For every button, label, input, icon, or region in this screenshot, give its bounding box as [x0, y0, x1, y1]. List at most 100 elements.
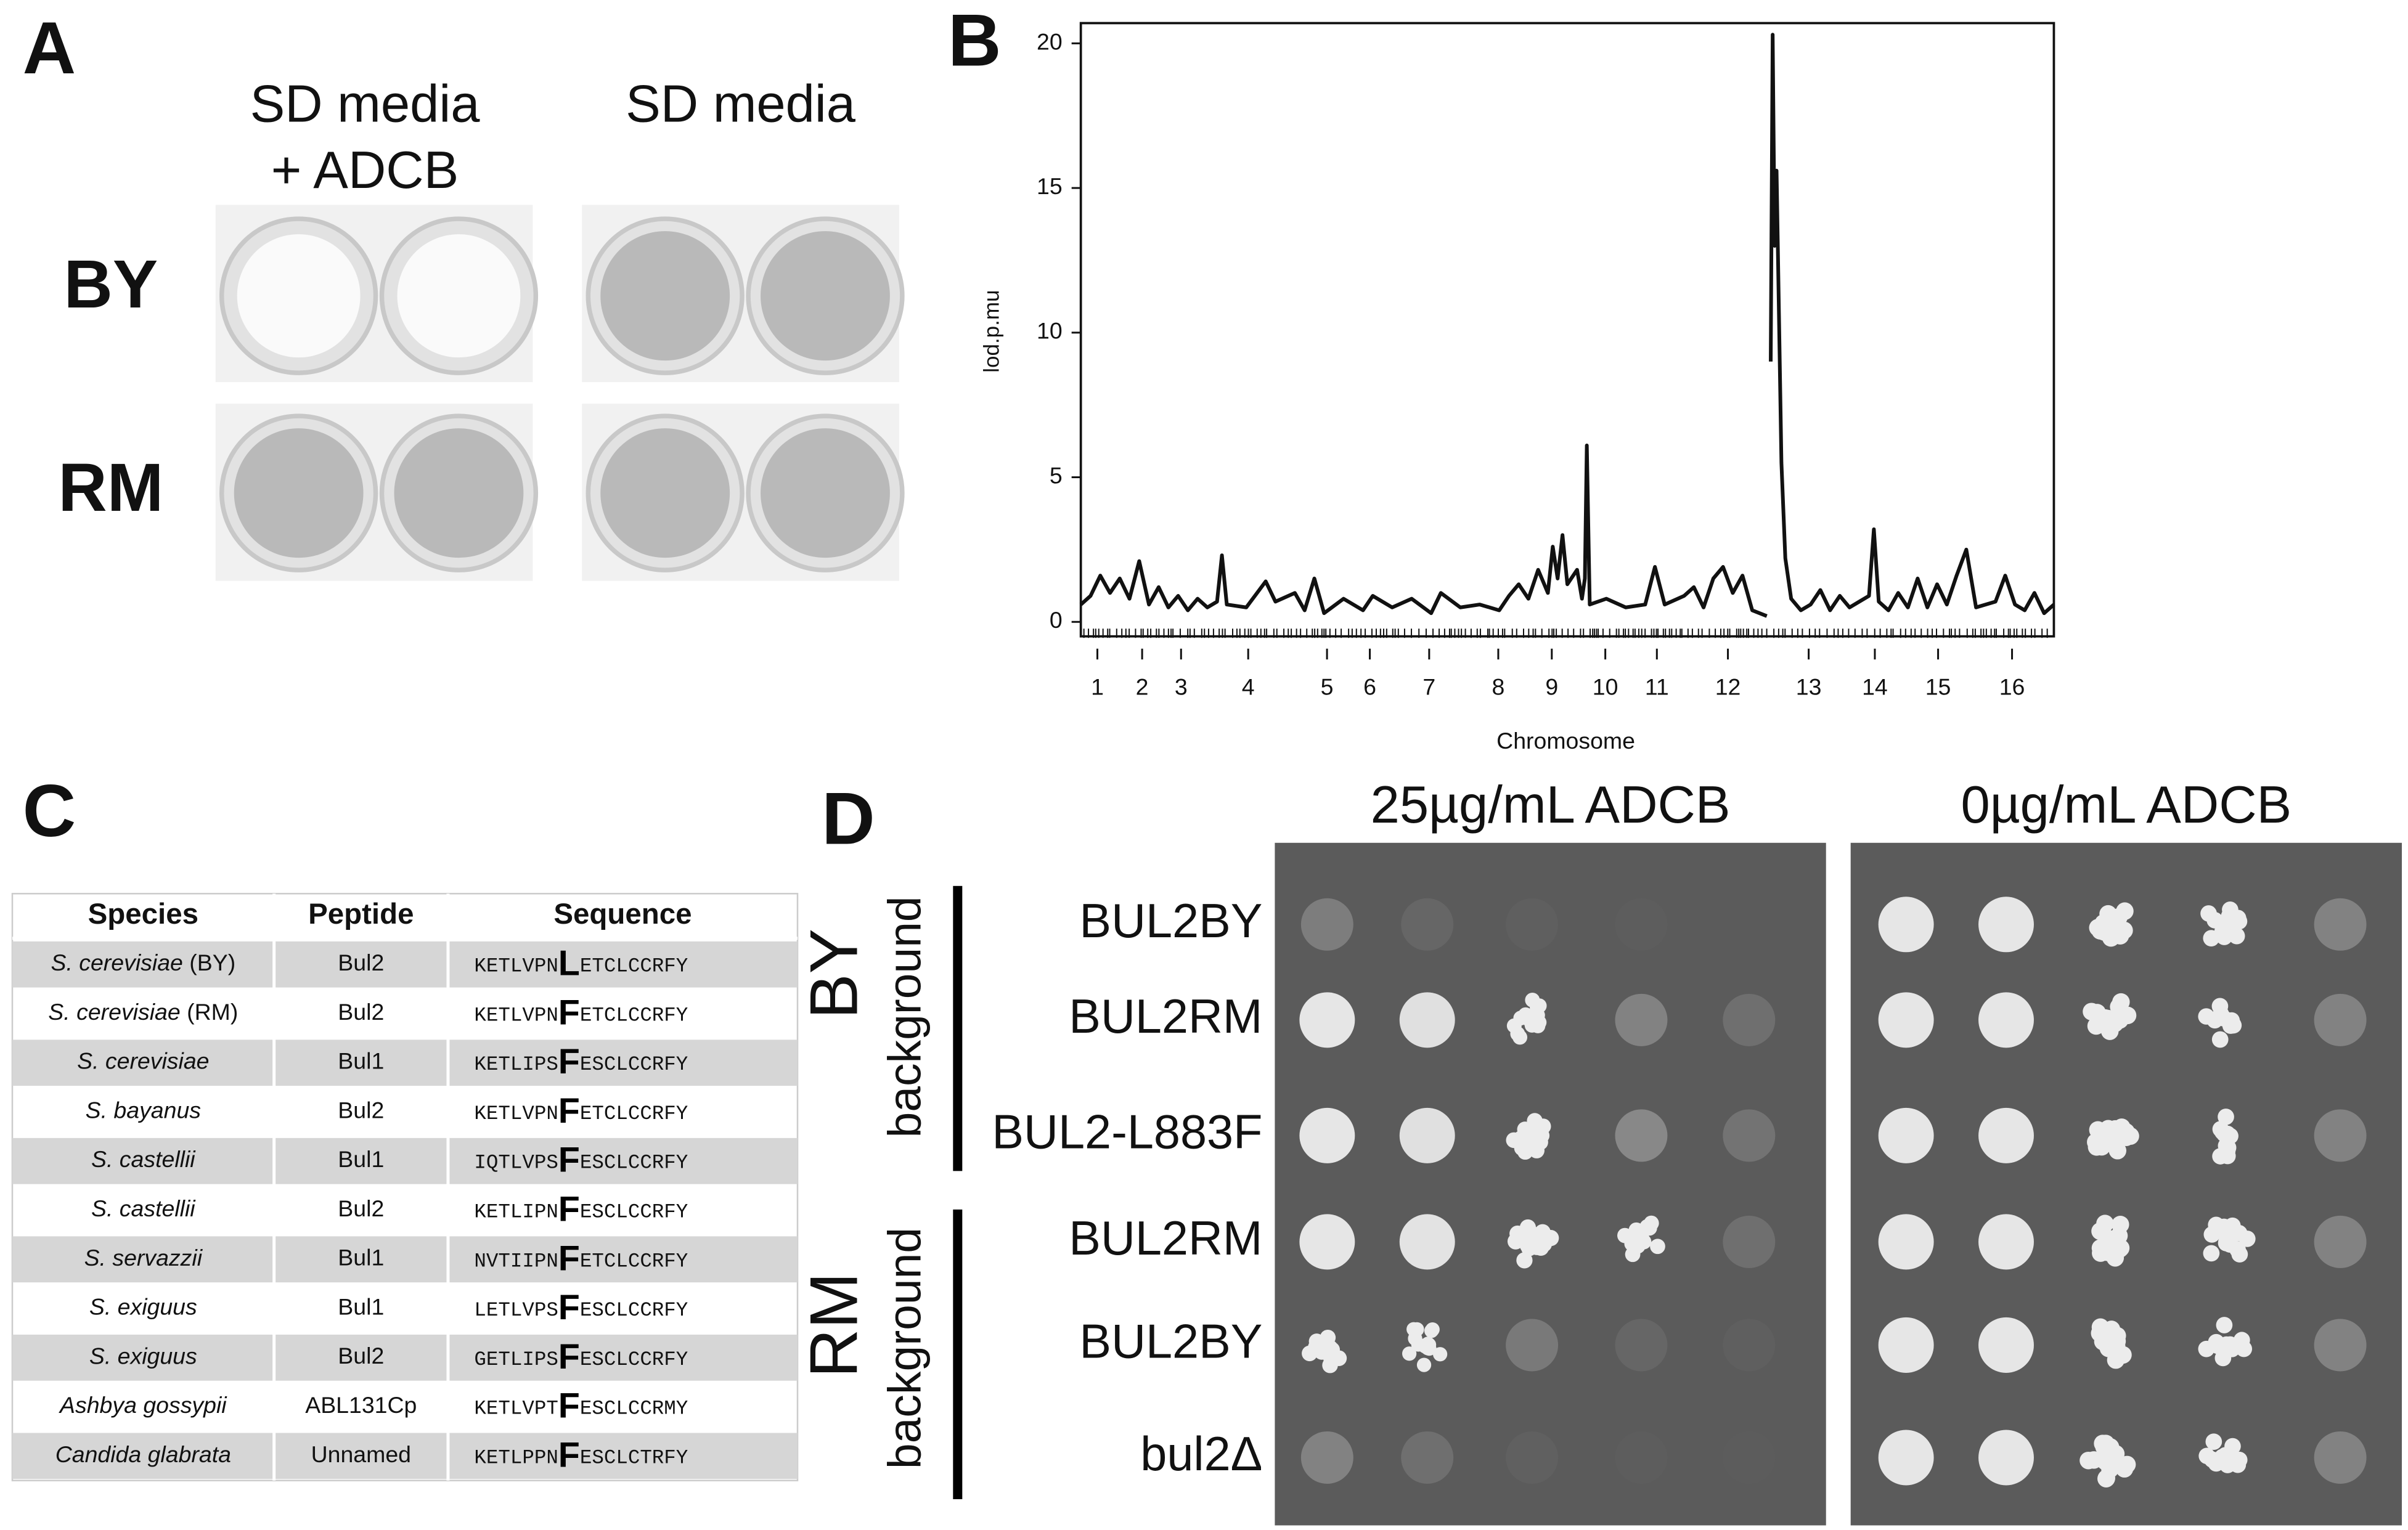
species-note: (RM) [187, 999, 238, 1025]
condition-label: 0µg/mL ADCB [1961, 776, 2292, 834]
colony-spot [1299, 1107, 1355, 1163]
x-tick-label: 13 [1796, 674, 1822, 700]
colony-spot [2314, 993, 2367, 1046]
colony [1530, 1000, 1545, 1015]
peptide: Bul1 [338, 1146, 384, 1172]
colony-spot [1506, 1319, 1559, 1372]
sequence-start: LETLVPS [474, 1299, 558, 1322]
colony [1506, 1018, 1522, 1033]
peptide: Bul2 [338, 999, 384, 1025]
colony [2218, 1338, 2235, 1354]
colony-spot [1299, 1214, 1355, 1270]
colony [1543, 1230, 1559, 1247]
species-name: S. castellii [91, 1146, 196, 1172]
sequence: KETLPPNFESCLCTRFY [474, 1436, 688, 1475]
x-tick-label: 4 [1242, 674, 1255, 700]
group-label: background [879, 1227, 931, 1469]
strain-label: BY [64, 246, 158, 322]
colony [1527, 1113, 1543, 1129]
sequence-start: KETLVPN [474, 954, 558, 977]
colony-spot [1878, 1430, 1934, 1486]
x-tick-label: 6 [1363, 674, 1376, 700]
colony [2203, 1245, 2220, 1262]
sequence-start: KETLPPN [474, 1446, 558, 1469]
colony [1628, 1222, 1644, 1238]
sequence-start: IQTLVPS [474, 1151, 558, 1174]
sequence-end: ETCLCCRFY [580, 1250, 688, 1272]
species-name: Candida glabrata [55, 1441, 231, 1467]
sequence: IQTLVPSFESCLCCRFY [474, 1141, 688, 1180]
residue: F [558, 993, 580, 1033]
residue: F [558, 1337, 580, 1377]
x-tick-label: 5 [1321, 674, 1334, 700]
colony [2231, 1246, 2248, 1263]
strain-label: BUL2BY [1079, 895, 1262, 948]
sequence: KETLVPNFETCLCCRFY [474, 993, 688, 1033]
colony [1313, 1344, 1330, 1360]
colony [2219, 1231, 2236, 1248]
group-label: background [879, 896, 931, 1137]
well-photo [582, 404, 905, 581]
colony-spot [2314, 898, 2367, 951]
species: S. cerevisiae [77, 1048, 209, 1074]
row-shade [12, 1137, 798, 1184]
species-name: S. castellii [91, 1195, 196, 1221]
residue: F [558, 1288, 580, 1327]
colony [2096, 1332, 2115, 1350]
colony-spot [1615, 1431, 1667, 1484]
colony-spot [1299, 992, 1355, 1048]
colony [2218, 1137, 2235, 1154]
colony-spot [1878, 992, 1934, 1048]
sequence-end: ETCLCCRFY [580, 1004, 688, 1027]
colony-spot [1615, 993, 1668, 1046]
species-name: S. cerevisiae [48, 999, 180, 1025]
colony-spot [1978, 992, 2034, 1048]
sequence-end: ESCLCCRFY [580, 1299, 688, 1322]
colony [2239, 1231, 2256, 1247]
colony [1506, 1132, 1522, 1149]
colony-spot [1723, 993, 1776, 1046]
x-tick-label: 1 [1091, 674, 1104, 700]
sequence-end: ETCLCCRFY [580, 1102, 688, 1125]
panel-a: A SD media + ADCB SD media BY RM [23, 7, 905, 581]
colony-spot [1878, 1317, 1934, 1373]
colony-spot [1878, 897, 1934, 953]
colony [1322, 1357, 1338, 1373]
sequence: KETLVPNLETCLCCRFY [474, 944, 688, 983]
x-tick-label: 2 [1136, 674, 1149, 700]
column-header: Sequence [553, 898, 692, 930]
species: Ashbya gossypii [59, 1392, 227, 1418]
colony-spot [1300, 1431, 1353, 1484]
group-label: BY [796, 929, 872, 1019]
well-photo [215, 404, 539, 581]
peptide: Bul1 [338, 1048, 384, 1074]
species-name: S. servazzii [84, 1245, 203, 1271]
colony-spot [2314, 1215, 2367, 1268]
row-shade [12, 1236, 798, 1283]
y-tick-label: 20 [1037, 28, 1063, 54]
row-shade [12, 1433, 798, 1479]
well-photo [582, 205, 905, 383]
strain-label: BUL2BY [1079, 1315, 1262, 1368]
colony [1432, 1347, 1448, 1362]
peptide: Bul2 [338, 1343, 384, 1369]
colony [2224, 1217, 2241, 1234]
species: Candida glabrata [55, 1441, 231, 1467]
table-frame [11, 893, 799, 1481]
peptide: Bul1 [338, 1245, 384, 1271]
colony [2228, 927, 2245, 944]
y-tick-label: 10 [1037, 318, 1063, 344]
colony-spot [1978, 897, 2034, 953]
colony [2205, 1433, 2222, 1451]
colony [1630, 1238, 1646, 1254]
colony [1411, 1337, 1426, 1352]
colony [2106, 1249, 2124, 1267]
x-tick-label: 12 [1715, 674, 1741, 700]
colony [2198, 1008, 2215, 1025]
sequence-start: KETLIPS [474, 1053, 558, 1076]
colony [2099, 905, 2117, 923]
residue: F [558, 1436, 580, 1475]
colony [2121, 1127, 2139, 1145]
sequence: NVTIIPNFETCLCCRFY [474, 1239, 688, 1278]
colony-spot [1615, 1109, 1668, 1162]
